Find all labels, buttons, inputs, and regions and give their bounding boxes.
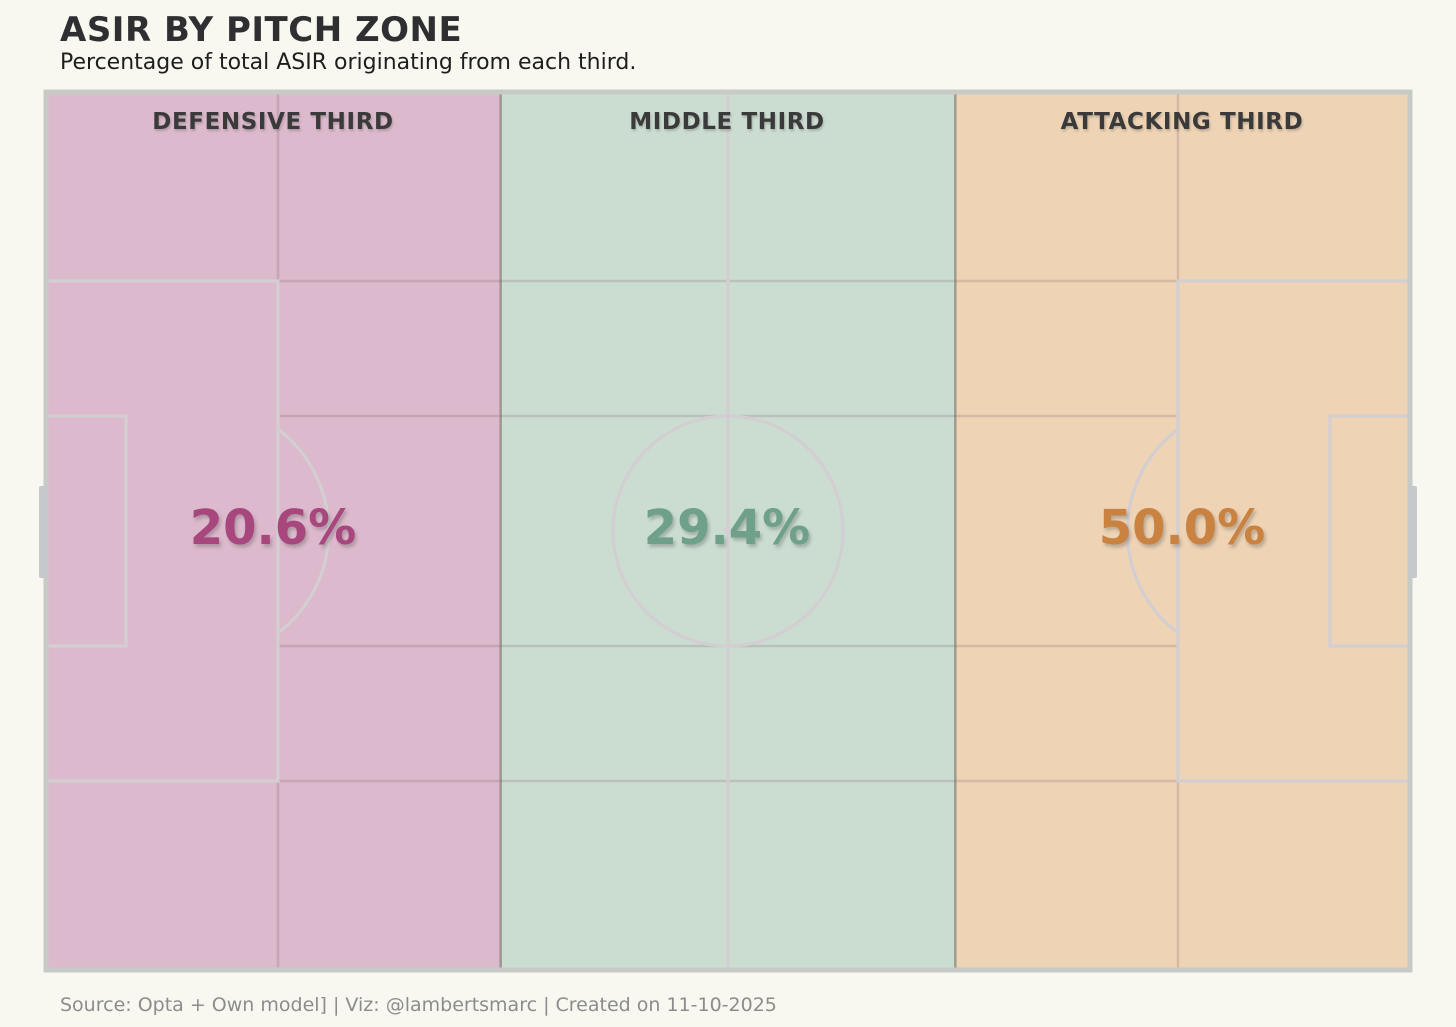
zone-dividers: [499, 92, 957, 970]
penalty-arc-right: [1125, 427, 1179, 635]
zone-fill-defensive: [46, 92, 501, 970]
goal-left: [39, 486, 48, 578]
pitch-chart: [38, 84, 1418, 978]
pitch-svg: [39, 89, 1417, 973]
zone-fill-attacking: [955, 92, 1410, 970]
goal-right: [1408, 486, 1417, 578]
center-spot: [724, 527, 732, 535]
page-subtitle: Percentage of total ASIR originating fro…: [60, 50, 637, 75]
page-title: ASIR BY PITCH ZONE: [60, 10, 463, 50]
center-circle: [611, 414, 845, 648]
penalty-arc-left: [277, 427, 331, 635]
source-credit: Source: Opta + Own model] | Viz: @lamber…: [60, 994, 777, 1016]
